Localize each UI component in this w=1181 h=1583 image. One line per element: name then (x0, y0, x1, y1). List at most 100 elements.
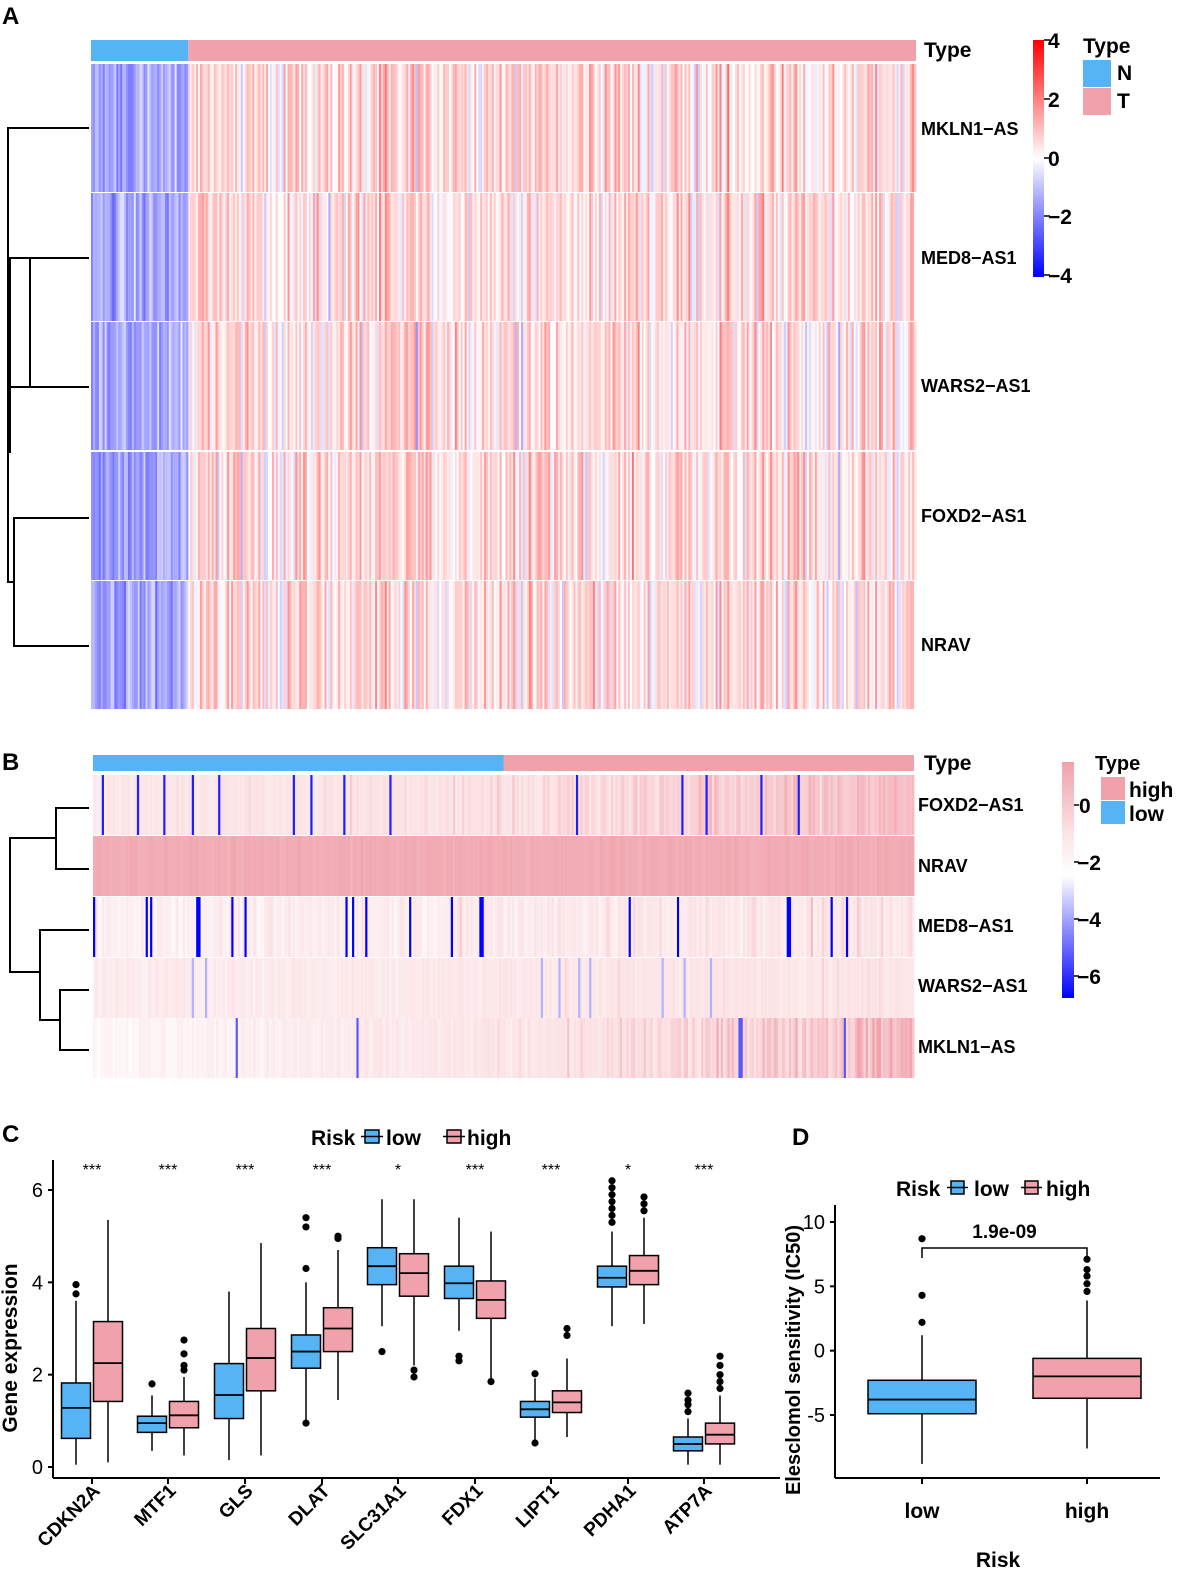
annotation-n-segment (91, 40, 189, 61)
row-label-a: NRAV (921, 635, 971, 655)
box-low-elesclomol (867, 1235, 977, 1464)
heatmap-b-row (93, 775, 915, 835)
significance-label: *** (313, 1162, 332, 1179)
box-high-CDKN2A (92, 1220, 124, 1463)
box-low-MTF1 (136, 1380, 168, 1451)
outlier-point (918, 1291, 926, 1299)
outlier-point (716, 1352, 724, 1360)
outlier-point (72, 1281, 80, 1289)
box-low-FDX1 (443, 1217, 475, 1365)
legend-label-high: high (1129, 779, 1173, 802)
type-annotation-bar-b (93, 755, 914, 771)
annotation-low-segment (93, 755, 504, 771)
outlier-point (608, 1197, 616, 1206)
y-tick-label-d: 0 (814, 1341, 825, 1363)
panel-letter-b: B (2, 749, 19, 776)
x-tick-label-d: high (1065, 1500, 1109, 1523)
color-scale-tick-b: −2 (1077, 852, 1101, 875)
color-scale-tick-a: 4 (1048, 30, 1060, 53)
y-tick-label-c: 6 (32, 1180, 43, 1202)
row-label-a: FOXD2−AS1 (921, 506, 1027, 526)
row-dendrogram-a (7, 127, 89, 647)
outlier-point (716, 1384, 724, 1393)
y-axis-title-c: Gene expression (0, 1263, 22, 1432)
heatmap-b-row (93, 897, 915, 957)
y-tick-label-d: 5 (814, 1276, 825, 1298)
legend-label-t: T (1117, 90, 1130, 113)
box-high-PDHA1 (628, 1193, 660, 1324)
legend-title-b: Type (1095, 753, 1140, 775)
legend-key-low-d (947, 1180, 968, 1195)
significance-label: * (395, 1162, 401, 1179)
outlier-point (716, 1361, 724, 1370)
panel-letter-d: D (792, 1124, 809, 1151)
annotation-label-type-a: Type (924, 39, 971, 62)
outlier-point (640, 1207, 648, 1215)
legend-title-d: Risk (896, 1178, 941, 1201)
x-tick-label-c: SLC31A1 (337, 1480, 411, 1554)
heatmap-b-cells (93, 775, 915, 1078)
outlier-point (302, 1419, 310, 1427)
outlier-point (72, 1290, 80, 1298)
box-low-CDKN2A (60, 1281, 92, 1465)
outlier-point (302, 1264, 310, 1273)
outlier-point (716, 1371, 724, 1379)
y-tick-label-c: 2 (32, 1365, 43, 1387)
annotation-label-type-b: Type (924, 752, 971, 775)
significance-bracket-d: 1.9e-09 (921, 1222, 1088, 1258)
outlier-point (608, 1204, 616, 1213)
color-scale-tick-b: −4 (1077, 909, 1101, 932)
heatmap-b-row (93, 836, 915, 896)
outlier-point (334, 1232, 342, 1240)
heatmap-a-row (91, 322, 917, 450)
box-low-GLS (213, 1291, 245, 1461)
color-scale-tick-a: −4 (1048, 265, 1072, 288)
row-label-b: FOXD2−AS1 (918, 795, 1024, 815)
panel-letter-c: C (2, 1121, 19, 1148)
outlier-point (378, 1347, 386, 1356)
box-low-SLC31A1 (366, 1199, 398, 1356)
outlier-point (302, 1214, 310, 1222)
significance-label: *** (236, 1162, 255, 1179)
boxplot-c: Risk low high Gene expression 0 2 4 6 CDKN2A… (0, 1127, 780, 1555)
annotation-t-segment (188, 40, 917, 61)
x-tick-label-c: DLAT (285, 1480, 335, 1530)
outlier-point (531, 1439, 539, 1447)
color-scale-bar-a (1033, 40, 1044, 277)
color-scale-tick-a: 2 (1048, 89, 1060, 112)
outlier-point (918, 1235, 926, 1243)
legend-label-low-d: low (974, 1178, 1010, 1201)
outlier-point (684, 1396, 692, 1404)
heatmap-b-row (93, 1018, 915, 1078)
outlier-point (180, 1336, 188, 1344)
significance-label: * (625, 1162, 631, 1179)
legend-swatch-high (1101, 777, 1125, 800)
outlier-point (410, 1373, 418, 1381)
box-high-MTF1 (168, 1336, 200, 1456)
box-low-LIPT1 (519, 1370, 551, 1447)
y-axis-title-d: Elesclomol sensitivity (IC50) (783, 1225, 805, 1495)
outlier-point (918, 1318, 926, 1326)
color-scale-bar-b (1062, 762, 1074, 998)
legend-swatch-low (1101, 801, 1125, 824)
y-tick-label-c: 0 (32, 1457, 43, 1479)
box-high-ATP7A (704, 1352, 736, 1465)
boxplot-d: Risk low high Elesclomol sensitivity (IC… (783, 1178, 1160, 1572)
heatmap-a-row (91, 581, 917, 709)
box-high-SLC31A1 (398, 1199, 430, 1381)
legend-swatch-n (1083, 60, 1111, 87)
legend-label-n: N (1117, 62, 1132, 85)
legend-title-a: Type (1083, 35, 1130, 58)
heatmap-a-row (91, 64, 917, 192)
color-scale-tick-a: 0 (1048, 148, 1060, 171)
box-low-DLAT (290, 1214, 322, 1427)
x-tick-label-c: ATP7A (659, 1480, 717, 1538)
x-tick-label-c: FDX1 (438, 1480, 487, 1529)
outlier-point (1083, 1266, 1091, 1274)
x-tick-label-c: LIPT1 (512, 1480, 564, 1532)
outlier-point (608, 1211, 616, 1219)
significance-label: *** (695, 1162, 714, 1179)
legend-label-low: low (1129, 803, 1165, 826)
row-label-a: MKLN1−AS (921, 119, 1019, 139)
heatmap-a-cells (91, 64, 917, 709)
